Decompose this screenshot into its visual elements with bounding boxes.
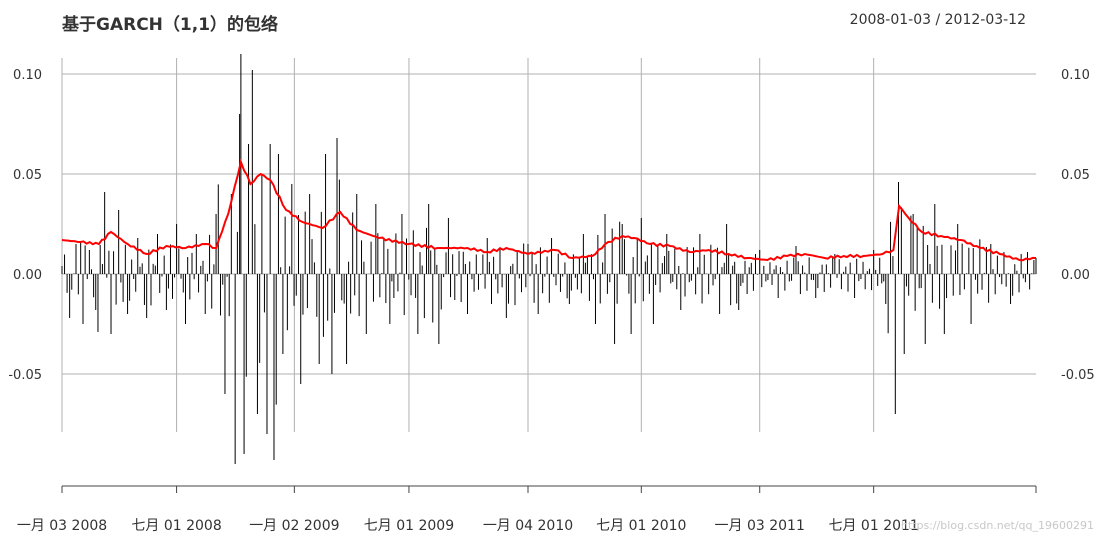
garch-envelope-line <box>61 158 1037 262</box>
y-tick-label: 0.00 <box>1061 268 1090 283</box>
y-tick-label: 0.00 <box>13 268 42 283</box>
y-tick-label: 0.05 <box>13 168 42 183</box>
x-tick-label: 一月 04 2010 <box>483 518 573 534</box>
y-tick-label: 0.10 <box>1061 68 1090 83</box>
y-tick-label: 0.05 <box>1061 168 1090 183</box>
x-axis: 一月 03 2008 七月 01 2008 一月 02 2009 七月 01 2009… <box>17 485 1037 534</box>
x-tick-label: 七月 01 2010 <box>596 518 686 534</box>
chart-title: 基于GARCH（1,1）的包络 <box>62 15 279 35</box>
y-axis-right-labels: 0.10 0.05 0.00 -0.05 <box>1061 68 1095 383</box>
x-tick-label: 一月 03 2008 <box>17 518 107 534</box>
y-tick-label: 0.10 <box>13 68 42 83</box>
x-tick-label: 一月 02 2009 <box>249 518 339 534</box>
x-tick-label: 七月 01 2011 <box>828 518 918 534</box>
y-tick-label: -0.05 <box>1061 368 1095 383</box>
watermark: https://blog.csdn.net/qq_19600291 <box>900 519 1094 532</box>
date-range-label: 2008-01-03 / 2012-03-12 <box>849 12 1026 28</box>
y-axis-left-labels: 0.10 0.05 0.00 -0.05 <box>8 68 42 383</box>
y-tick-label: -0.05 <box>8 368 42 383</box>
x-tick-label: 七月 01 2009 <box>364 518 454 534</box>
x-tick-label: 七月 01 2008 <box>131 518 221 534</box>
x-tick-label: 一月 03 2011 <box>715 518 805 534</box>
returns-series <box>61 54 1037 464</box>
